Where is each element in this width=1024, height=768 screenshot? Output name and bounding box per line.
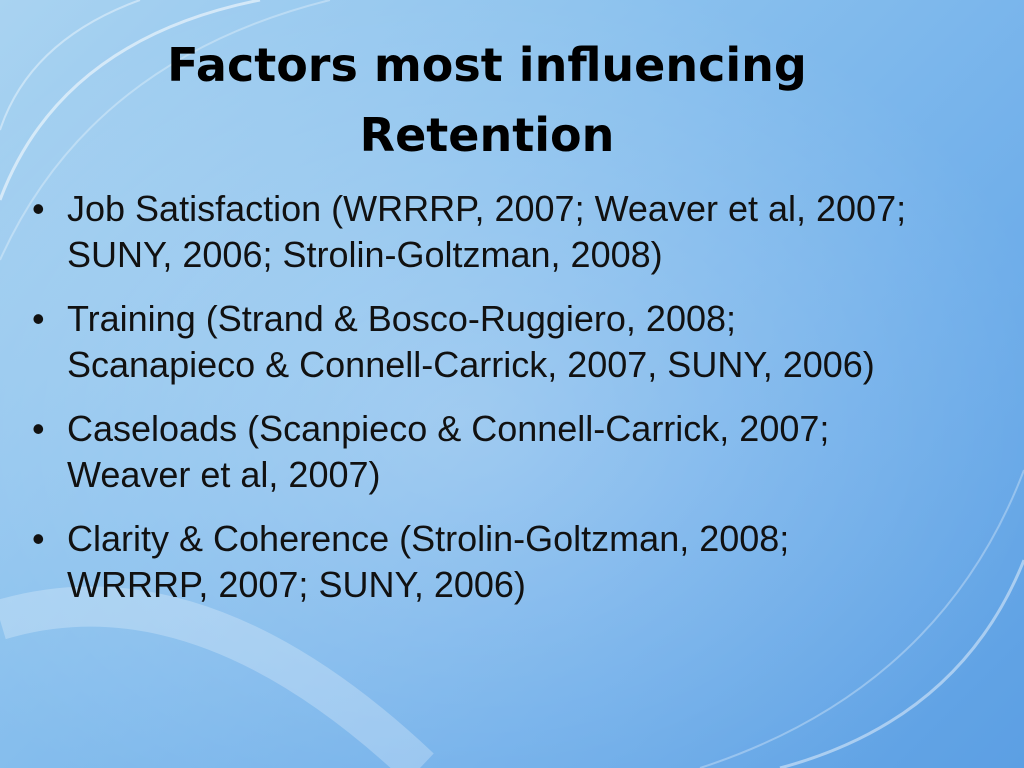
- bullet-list: Job Satisfaction (WRRRP, 2007; Weaver et…: [30, 186, 930, 626]
- bullet: Caseloads (Scanpieco & Connell-Carrick, …: [30, 406, 930, 498]
- slide-title: Factors most influencing Retention: [167, 38, 807, 162]
- streak: [779, 559, 1024, 768]
- streak: [0, 586, 434, 768]
- streak: [699, 469, 1024, 768]
- bullet: Training (Strand & Bosco-Ruggiero, 2008;…: [30, 296, 930, 388]
- bullet: Clarity & Coherence (Strolin-Goltzman, 2…: [30, 516, 930, 608]
- streak: [0, 0, 331, 261]
- streak: [0, 0, 261, 201]
- bullet: Job Satisfaction (WRRRP, 2007; Weaver et…: [30, 186, 930, 278]
- streak: [0, 0, 141, 131]
